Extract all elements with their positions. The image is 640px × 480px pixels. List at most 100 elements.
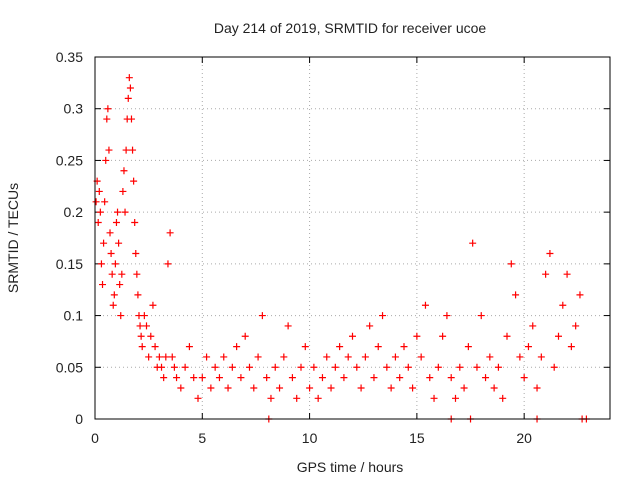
data-point — [473, 363, 481, 371]
data-point — [95, 187, 103, 195]
data-point — [131, 218, 139, 226]
data-point — [111, 260, 119, 268]
data-point — [177, 384, 185, 392]
data-point — [121, 208, 129, 216]
data-point — [353, 363, 361, 371]
data-point — [546, 250, 554, 258]
x-tick-label: 10 — [302, 430, 318, 446]
data-point — [215, 374, 223, 382]
data-point — [421, 301, 429, 309]
y-tick-label: 0.35 — [56, 49, 83, 65]
data-point — [126, 84, 134, 92]
data-point — [494, 363, 502, 371]
data-points — [92, 74, 590, 423]
data-point — [555, 332, 562, 340]
data-point — [516, 353, 524, 361]
data-point — [323, 353, 331, 361]
data-point — [559, 301, 567, 309]
data-point — [185, 343, 193, 351]
y-tick-label: 0.3 — [64, 101, 84, 117]
data-point — [572, 322, 580, 330]
axis-ticks: 0 5 10 15 20 0 0.05 0.1 0.15 0.2 0.25 0.3 0.35 — [56, 49, 610, 446]
data-point — [124, 94, 132, 102]
data-point — [107, 250, 115, 258]
data-point — [537, 353, 545, 361]
data-point — [447, 374, 455, 382]
y-tick-label: 0.2 — [64, 204, 84, 220]
data-point — [103, 115, 111, 123]
data-point — [263, 374, 271, 382]
data-point — [276, 384, 284, 392]
data-point — [133, 270, 141, 278]
data-point — [120, 167, 128, 175]
data-point — [164, 260, 172, 268]
data-point — [233, 343, 241, 351]
data-point — [426, 374, 434, 382]
data-point — [112, 218, 120, 226]
data-point — [344, 353, 352, 361]
data-point — [158, 363, 166, 371]
data-point — [486, 353, 494, 361]
data-point — [254, 353, 262, 361]
grid-lines — [95, 57, 610, 419]
data-point — [387, 384, 395, 392]
data-point — [520, 374, 528, 382]
data-point — [155, 353, 163, 361]
data-point — [469, 239, 477, 247]
data-point — [374, 343, 382, 351]
data-point — [404, 363, 412, 371]
data-point — [396, 374, 404, 382]
data-point — [241, 332, 249, 340]
data-point — [349, 332, 356, 340]
data-point — [456, 363, 464, 371]
data-point — [173, 374, 181, 382]
data-point — [533, 384, 541, 392]
data-point — [460, 384, 468, 392]
data-point — [413, 332, 421, 340]
data-point — [391, 353, 399, 361]
y-tick-label: 0.15 — [56, 256, 83, 272]
data-point — [162, 353, 170, 361]
data-point — [220, 353, 228, 361]
data-point — [92, 198, 100, 206]
data-point — [117, 312, 125, 320]
data-point — [94, 218, 102, 226]
data-point — [149, 301, 157, 309]
data-point — [108, 270, 116, 278]
data-point — [136, 322, 144, 330]
data-point — [168, 353, 176, 361]
data-point — [503, 332, 511, 340]
data-point — [160, 374, 168, 382]
data-point — [140, 312, 148, 320]
data-point — [280, 353, 288, 361]
data-point — [145, 353, 153, 361]
data-point — [198, 374, 206, 382]
data-point — [181, 363, 189, 371]
data-point — [125, 74, 133, 82]
data-point — [366, 322, 374, 330]
data-point — [143, 322, 150, 330]
data-point — [138, 343, 146, 351]
data-point — [490, 384, 498, 392]
data-point — [207, 384, 215, 392]
data-point — [550, 363, 558, 371]
data-point — [499, 394, 507, 402]
data-point — [104, 105, 112, 113]
data-point — [102, 156, 110, 164]
data-point — [576, 291, 584, 299]
data-point — [130, 177, 138, 185]
data-point — [400, 343, 408, 351]
data-point — [361, 353, 369, 361]
data-point — [115, 239, 123, 247]
data-point — [293, 394, 301, 402]
data-point — [258, 312, 266, 320]
data-point — [97, 260, 105, 268]
data-point — [529, 322, 537, 330]
data-point — [310, 363, 318, 371]
data-point — [116, 281, 124, 289]
data-point — [524, 343, 532, 351]
y-axis-label: SRMTID / TECUs — [5, 183, 21, 293]
data-point — [409, 384, 417, 392]
